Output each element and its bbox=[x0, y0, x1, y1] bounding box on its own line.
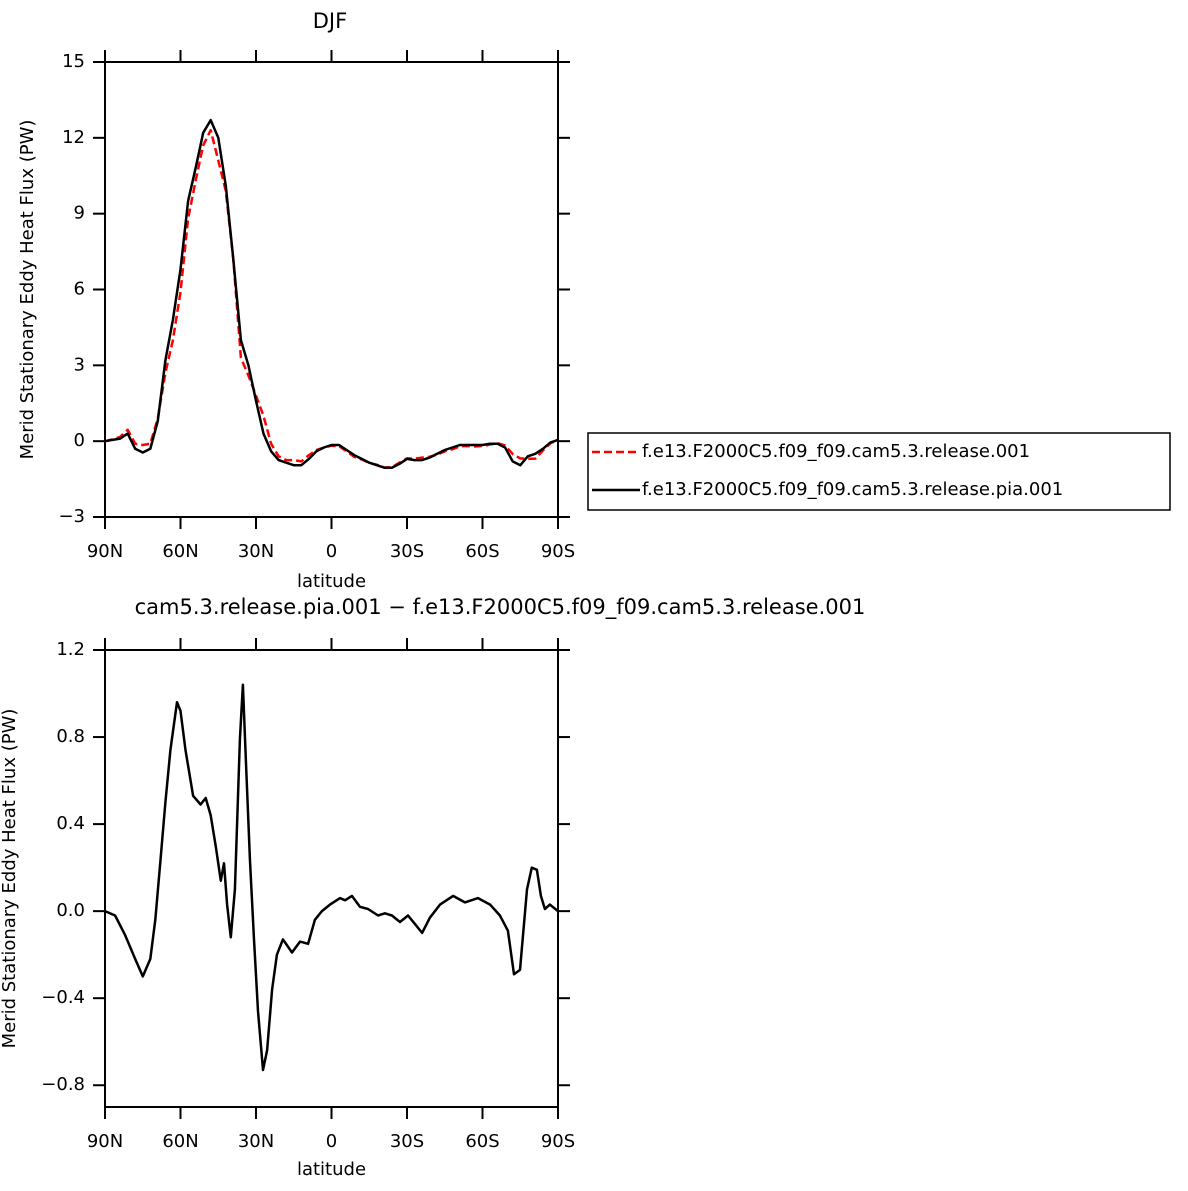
chart-title: DJF bbox=[313, 9, 347, 33]
y-tick-label: 1.2 bbox=[56, 639, 85, 660]
data-line bbox=[104, 683, 559, 1072]
y-tick-label: 6 bbox=[74, 279, 85, 300]
x-tick-label: 60S bbox=[465, 1131, 499, 1152]
x-tick-label: 0 bbox=[326, 1131, 337, 1152]
x-tick-label: 30S bbox=[390, 541, 424, 562]
y-tick-label: 15 bbox=[62, 51, 85, 72]
y-axis-label-group: Merid Stationary Eddy Heat Flux (PW) bbox=[17, 120, 38, 460]
x-tick-label: 30N bbox=[238, 1131, 274, 1152]
x-tick-label: 90N bbox=[87, 1131, 123, 1152]
data-line bbox=[104, 128, 559, 469]
chart-title: cam5.3.release.pia.001 − f.e13.F2000C5.f… bbox=[135, 595, 866, 620]
x-axis-label: latitude bbox=[297, 571, 366, 592]
legend-label: f.e13.F2000C5.f09_f09.cam5.3.release.pia… bbox=[642, 479, 1063, 500]
y-tick-label: −3 bbox=[58, 506, 85, 527]
x-tick-label: 30N bbox=[238, 541, 274, 562]
y-tick-label: −0.4 bbox=[41, 987, 85, 1008]
x-tick-label: 90S bbox=[541, 541, 575, 562]
y-axis-label: Merid Stationary Eddy Heat Flux (PW) bbox=[0, 709, 20, 1049]
y-tick-label: 3 bbox=[74, 354, 85, 375]
legend-label: f.e13.F2000C5.f09_f09.cam5.3.release.001 bbox=[642, 441, 1030, 462]
x-tick-label: 0 bbox=[326, 541, 337, 562]
y-tick-label: 0.0 bbox=[56, 900, 85, 921]
legend-box bbox=[587, 432, 1171, 511]
x-tick-label: 60S bbox=[465, 541, 499, 562]
y-tick-label: 0.4 bbox=[56, 813, 85, 834]
y-tick-label: 12 bbox=[62, 127, 85, 148]
data-line bbox=[104, 118, 559, 469]
y-tick-label: 0 bbox=[74, 430, 85, 451]
x-tick-label: 90S bbox=[541, 1131, 575, 1152]
x-tick-label: 60N bbox=[162, 1131, 198, 1152]
x-tick-label: 90N bbox=[87, 541, 123, 562]
plot-frame bbox=[104, 61, 559, 518]
x-tick-label: 60N bbox=[162, 541, 198, 562]
y-axis-label: Merid Stationary Eddy Heat Flux (PW) bbox=[17, 120, 38, 460]
x-tick-label: 30S bbox=[390, 1131, 424, 1152]
plot-frame bbox=[104, 649, 559, 1108]
y-tick-label: 9 bbox=[74, 203, 85, 224]
x-axis-label: latitude bbox=[297, 1159, 366, 1180]
y-tick-label: 0.8 bbox=[56, 726, 85, 747]
y-axis-label-group: Merid Stationary Eddy Heat Flux (PW) bbox=[0, 709, 20, 1049]
y-tick-label: −0.8 bbox=[41, 1074, 85, 1095]
